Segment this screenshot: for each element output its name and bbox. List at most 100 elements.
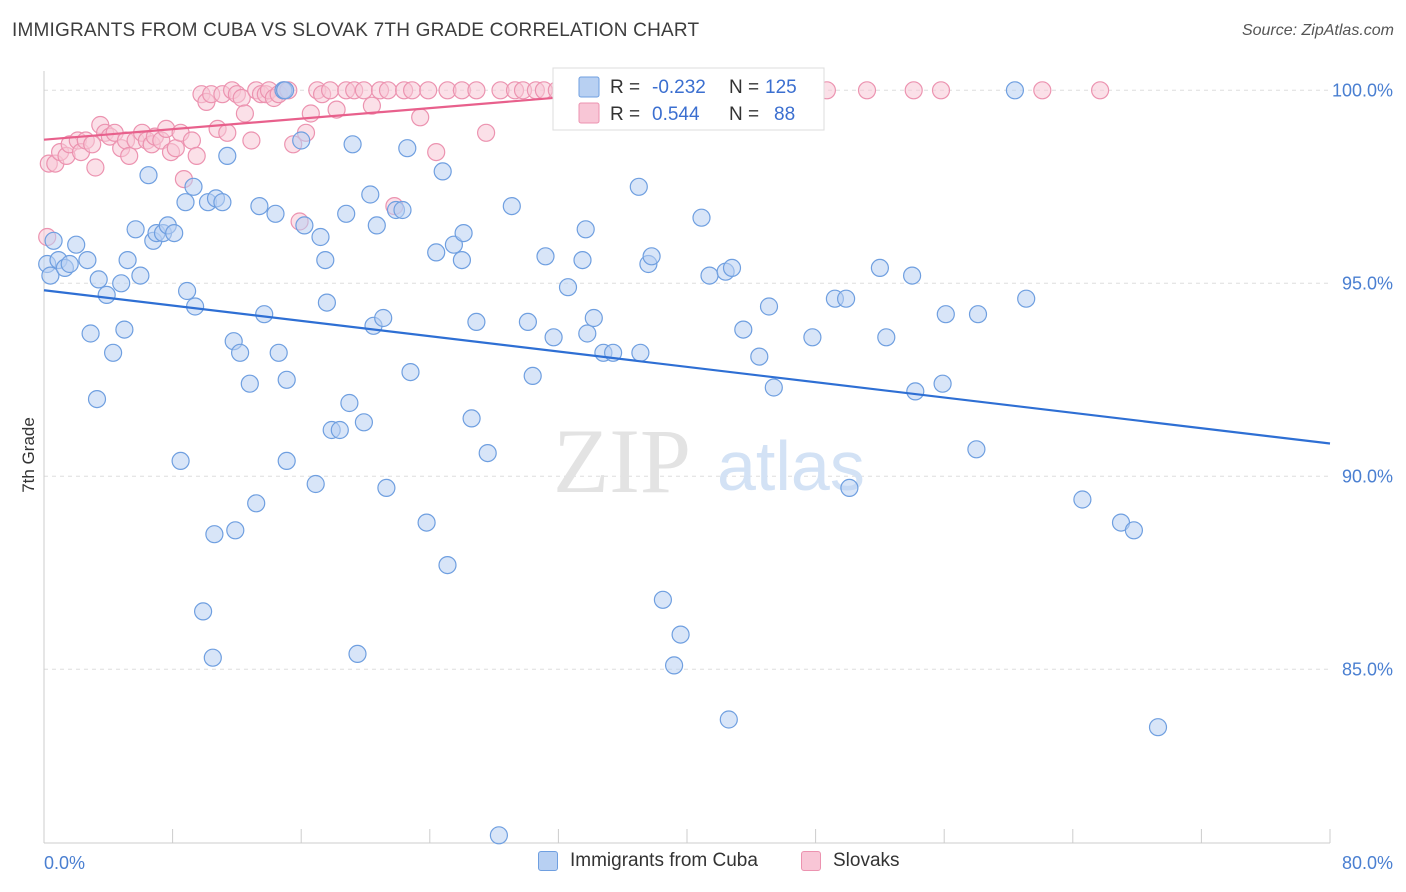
point-cuba[interactable] (936, 305, 955, 324)
point-cuba[interactable] (250, 197, 269, 216)
point-cuba[interactable] (452, 251, 471, 270)
point-cuba[interactable] (269, 343, 288, 362)
point-cuba[interactable] (692, 208, 711, 227)
point-cuba[interactable] (462, 409, 481, 428)
point-cuba[interactable] (629, 177, 648, 196)
point-cuba[interactable] (203, 648, 222, 667)
point-cuba[interactable] (584, 308, 603, 328)
point-slovaks[interactable] (327, 100, 346, 119)
point-cuba[interactable] (41, 266, 60, 285)
point-cuba[interactable] (1148, 718, 1168, 737)
point-cuba[interactable] (231, 343, 250, 362)
point-slovaks[interactable] (931, 81, 951, 100)
point-cuba[interactable] (205, 525, 224, 544)
point-cuba[interactable] (1017, 289, 1036, 308)
point-slovaks[interactable] (857, 81, 877, 100)
point-slovaks[interactable] (904, 81, 923, 100)
point-cuba[interactable] (374, 308, 393, 328)
point-cuba[interactable] (226, 521, 245, 540)
point-cuba[interactable] (467, 312, 486, 331)
point-cuba[interactable] (454, 224, 473, 243)
point-cuba[interactable] (218, 146, 237, 165)
point-cuba[interactable] (502, 197, 521, 216)
point-slovaks[interactable] (427, 143, 446, 162)
point-cuba[interactable] (840, 478, 859, 497)
point-cuba[interactable] (558, 278, 578, 297)
point-cuba[interactable] (67, 235, 86, 254)
point-cuba[interactable] (722, 258, 742, 277)
point-cuba[interactable] (631, 343, 650, 362)
point-cuba[interactable] (576, 220, 595, 239)
point-cuba[interactable] (171, 451, 190, 470)
point-slovaks[interactable] (403, 81, 422, 100)
point-cuba[interactable] (1005, 81, 1025, 100)
point-slovaks[interactable] (218, 123, 237, 142)
point-cuba[interactable] (967, 440, 986, 459)
point-slovaks[interactable] (301, 104, 320, 123)
point-slovaks[interactable] (1033, 81, 1052, 100)
point-cuba[interactable] (544, 328, 563, 347)
point-cuba[interactable] (367, 216, 386, 235)
point-cuba[interactable] (902, 266, 922, 285)
point-slovaks[interactable] (182, 131, 201, 150)
point-cuba[interactable] (393, 200, 412, 220)
point-cuba[interactable] (139, 166, 158, 185)
point-cuba[interactable] (734, 320, 753, 339)
point-cuba[interactable] (126, 220, 145, 239)
point-cuba[interactable] (700, 266, 719, 285)
point-cuba[interactable] (276, 81, 295, 100)
point-cuba[interactable] (870, 258, 890, 277)
point-cuba[interactable] (44, 231, 63, 250)
point-cuba[interactable] (759, 297, 779, 316)
point-cuba[interactable] (933, 374, 952, 393)
point-cuba[interactable] (401, 363, 420, 382)
point-cuba[interactable] (518, 312, 538, 331)
point-cuba[interactable] (398, 139, 417, 158)
point-cuba[interactable] (664, 656, 684, 675)
point-cuba[interactable] (112, 274, 131, 293)
point-slovaks[interactable] (477, 123, 496, 142)
point-cuba[interactable] (573, 251, 592, 270)
point-cuba[interactable] (764, 378, 783, 397)
point-slovaks[interactable] (187, 146, 206, 165)
point-cuba[interactable] (60, 254, 79, 274)
point-cuba[interactable] (444, 235, 463, 254)
point-slovaks[interactable] (120, 146, 139, 165)
point-cuba[interactable] (176, 193, 195, 212)
point-cuba[interactable] (306, 474, 325, 494)
point-cuba[interactable] (1073, 490, 1092, 509)
point-cuba[interactable] (292, 131, 311, 150)
point-cuba[interactable] (213, 193, 232, 212)
point-cuba[interactable] (247, 494, 266, 513)
point-cuba[interactable] (103, 343, 123, 362)
point-cuba[interactable] (115, 320, 134, 339)
point-cuba[interactable] (165, 224, 184, 243)
point-slovaks[interactable] (242, 131, 261, 150)
point-cuba[interactable] (671, 625, 690, 644)
point-cuba[interactable] (89, 270, 108, 289)
point-cuba[interactable] (184, 177, 203, 196)
point-cuba[interactable] (906, 382, 925, 401)
point-slovaks[interactable] (419, 81, 438, 100)
point-slovaks[interactable] (354, 81, 373, 100)
point-cuba[interactable] (340, 393, 359, 413)
bottom-legend-item-cuba[interactable]: Immigrants from Cuba (538, 850, 758, 872)
point-cuba[interactable] (489, 826, 508, 845)
point-slovaks[interactable] (467, 81, 486, 100)
point-cuba[interactable] (178, 281, 197, 301)
point-cuba[interactable] (877, 328, 896, 347)
point-cuba[interactable] (427, 243, 446, 262)
point-slovaks[interactable] (378, 81, 398, 100)
point-cuba[interactable] (348, 644, 367, 664)
point-cuba[interactable] (316, 251, 335, 270)
bottom-legend-item-slovaks[interactable]: Slovaks (801, 850, 900, 872)
point-cuba[interactable] (836, 289, 856, 308)
point-cuba[interactable] (118, 251, 137, 270)
point-slovaks[interactable] (362, 96, 381, 115)
point-cuba[interactable] (354, 413, 373, 432)
point-cuba[interactable] (361, 185, 380, 204)
point-cuba[interactable] (536, 247, 555, 266)
point-cuba[interactable] (277, 370, 296, 389)
point-cuba[interactable] (337, 204, 356, 223)
point-cuba[interactable] (343, 135, 362, 154)
